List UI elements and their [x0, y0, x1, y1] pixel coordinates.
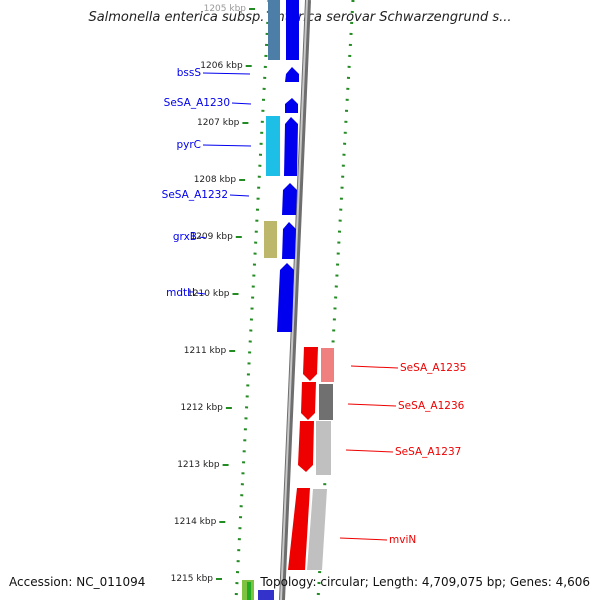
gene-arrow — [285, 67, 299, 82]
dotted-guides — [234, 0, 355, 600]
reverse-strand-genes — [277, 0, 299, 332]
cog-track-right — [307, 348, 334, 570]
gene-label: bssS — [177, 67, 202, 79]
gene-label: SeSA_A1236 — [398, 400, 465, 412]
map-title: Salmonella enterica subsp. enterica sero… — [88, 10, 512, 25]
gene-leader-line — [198, 236, 207, 239]
gene-leader-line — [339, 537, 388, 541]
tick-label: 1209 kbp — [190, 232, 233, 242]
tick-label: 1215 kbp — [171, 574, 214, 584]
gene-label: mviN — [389, 534, 416, 546]
topology-summary: Topology: circular; Length: 4,709,075 bp… — [260, 575, 590, 589]
gene-leader-line — [229, 194, 250, 197]
gene-arrow — [284, 117, 298, 176]
gene-label: SeSA_A1232 — [162, 189, 228, 201]
gene-arrow — [282, 183, 297, 215]
gene-arrow — [303, 347, 318, 381]
gene-arrow — [298, 421, 314, 472]
gene-leader-line — [196, 292, 206, 295]
gene-leader-line — [231, 102, 252, 105]
tick-label: 1212 kbp — [180, 403, 223, 413]
tick-label: 1206 kbp — [200, 61, 243, 71]
gene-label: SeSA_A1235 — [400, 362, 466, 374]
accession-label: Accession: NC_011094 — [9, 575, 146, 589]
forward-strand-genes — [288, 347, 318, 570]
tick-label: 1210 kbp — [187, 289, 230, 299]
gene-leader-line — [350, 365, 399, 369]
left-gene-labels: bssS SeSA_A1230 pyrC SeSA_A1232 grxB mdtH — [162, 67, 252, 299]
gene-label: grxB — [173, 231, 197, 243]
tick-layer: 1205 kbp 1206 kbp 1207 kbp 1208 kbp 1209 kbp… — [171, 4, 255, 584]
gene-leader-line — [202, 72, 251, 75]
cog-track-left — [264, 0, 280, 258]
backbone — [279, 0, 311, 600]
gene-arrow — [301, 382, 316, 420]
tick-label: 1211 kbp — [184, 346, 227, 356]
gene-arrow — [288, 488, 310, 570]
tick-label: 1205 kbp — [204, 4, 247, 14]
gene-leader-line — [347, 403, 397, 407]
gene-label: mdtH — [166, 287, 195, 299]
gene-label: SeSA_A1230 — [164, 97, 230, 109]
bottom-genes — [242, 580, 274, 600]
tick-label: 1207 kbp — [197, 118, 240, 128]
gene-arrow — [277, 263, 294, 332]
gene-label: SeSA_A1237 — [395, 446, 461, 458]
gene-leader-line — [345, 449, 394, 453]
gene-label: pyrC — [176, 139, 201, 151]
gene-leader-line — [202, 144, 252, 147]
gene-arrow — [282, 222, 296, 259]
tick-label: 1213 kbp — [177, 460, 220, 470]
right-gene-labels: SeSA_A1235 SeSA_A1236 SeSA_A1237 mviN — [339, 362, 466, 546]
tick-label: 1214 kbp — [174, 517, 217, 527]
gene-arrow — [285, 98, 298, 113]
gene-arrow — [286, 0, 299, 60]
tick-label: 1208 kbp — [194, 175, 237, 185]
